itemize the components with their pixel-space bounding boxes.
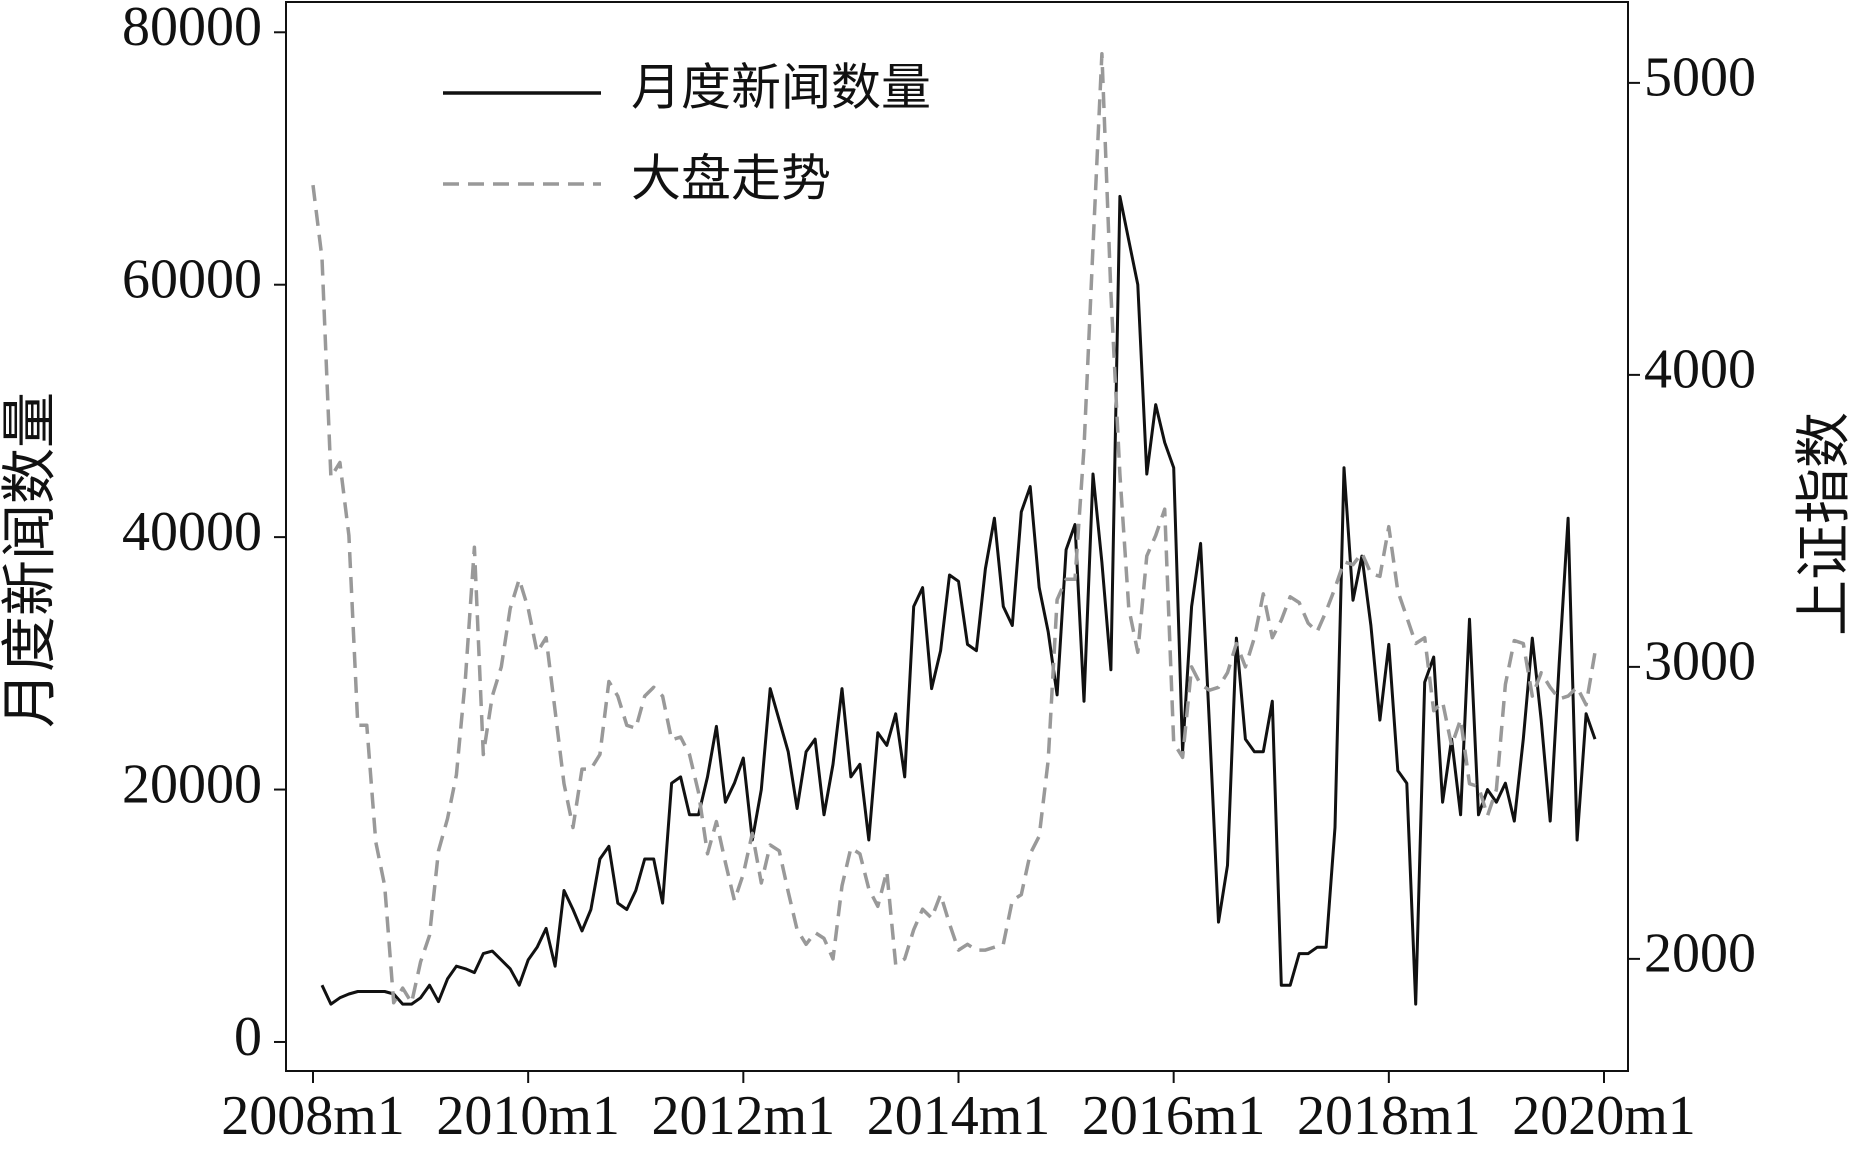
x-tick-label: 2008m1: [221, 1085, 405, 1147]
x-tick-label: 2020m1: [1512, 1085, 1696, 1147]
y-tick-label: 0: [234, 1006, 262, 1068]
series-line: [311, 51, 1597, 1005]
y2-axis-title: 上证指数: [1794, 412, 1856, 636]
y-tick-label: 60000: [122, 249, 262, 311]
legend-label: 大盘走势: [631, 150, 831, 206]
y2-tick-label: 4000: [1644, 339, 1756, 401]
plot-frame: [285, 1, 1629, 1072]
y2-tick-label: 5000: [1644, 47, 1756, 109]
y-tick-label: 40000: [122, 501, 262, 563]
y-axis-title: 月度新闻数量: [0, 392, 62, 728]
x-tick-label: 2012m1: [652, 1085, 836, 1147]
x-tick-label: 2010m1: [436, 1085, 620, 1147]
series-line: [320, 194, 1597, 1006]
y2-tick-label: 2000: [1644, 923, 1756, 985]
x-tick-label: 2018m1: [1297, 1085, 1481, 1147]
y-tick-label: 20000: [122, 753, 262, 815]
x-tick-label: 2014m1: [867, 1085, 1051, 1147]
y-tick-label: 80000: [122, 0, 262, 58]
legend-label: 月度新闻数量: [631, 59, 931, 115]
y2-tick-label: 3000: [1644, 631, 1756, 693]
x-tick-label: 2016m1: [1082, 1085, 1266, 1147]
